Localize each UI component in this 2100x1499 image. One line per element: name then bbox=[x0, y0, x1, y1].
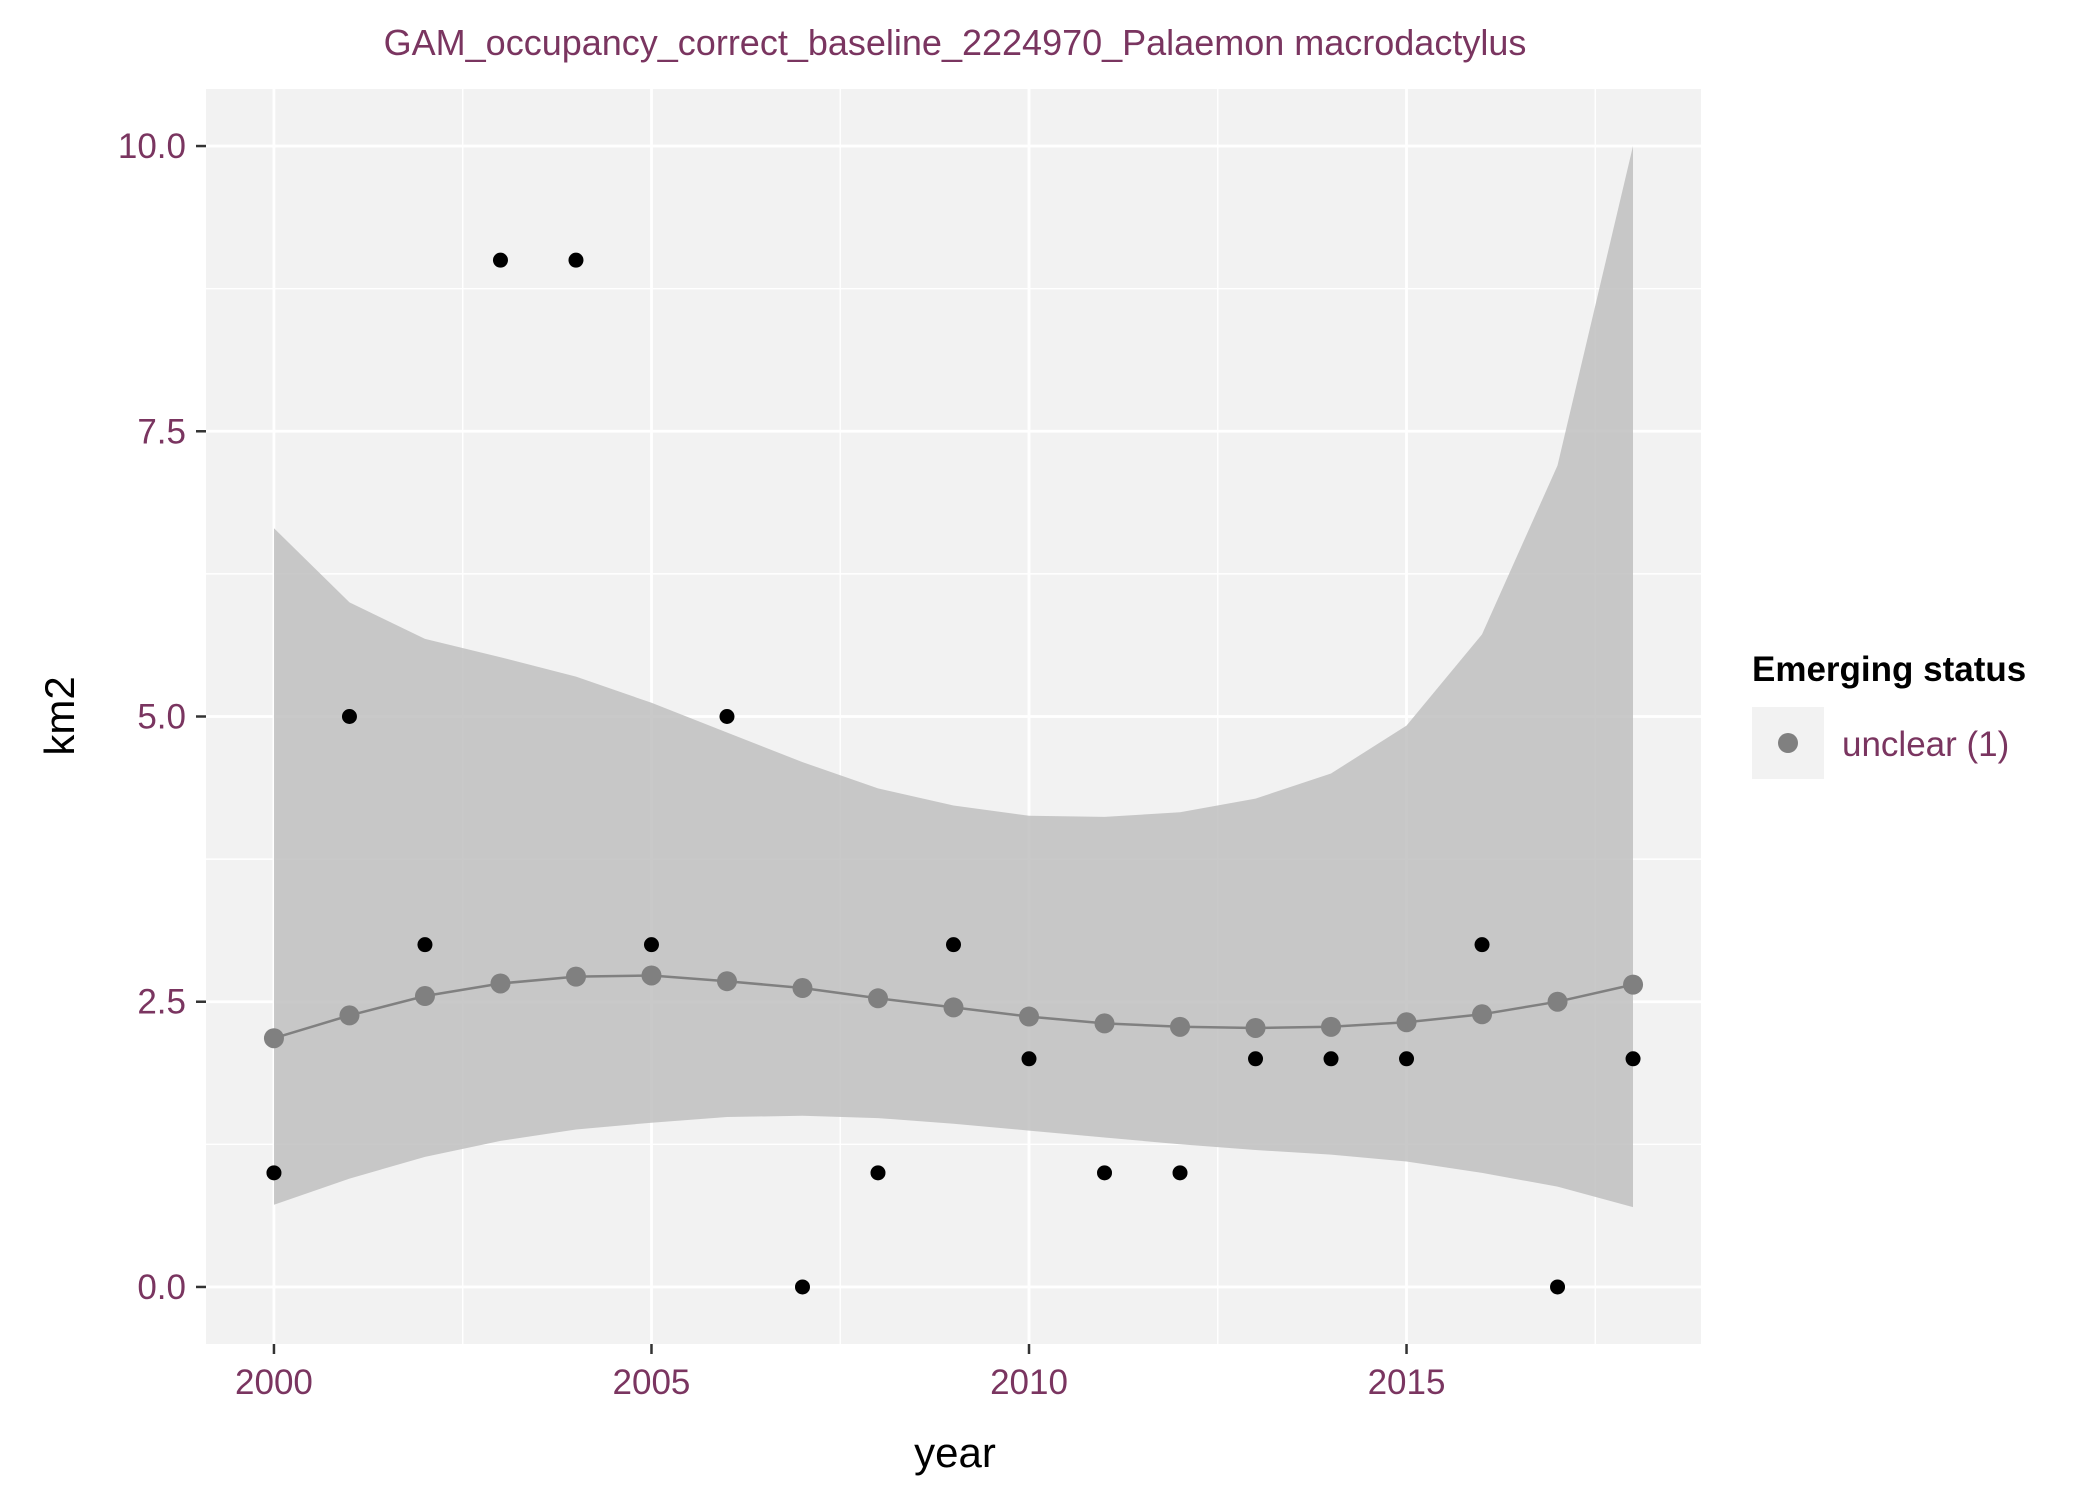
observed-point bbox=[568, 252, 584, 268]
fitted-point bbox=[1623, 974, 1644, 995]
y-tick-label: 2.5 bbox=[137, 983, 186, 1022]
fitted-point bbox=[1321, 1016, 1342, 1037]
observed-point bbox=[341, 709, 357, 724]
x-tick-label: 2000 bbox=[235, 1363, 313, 1402]
observed-point bbox=[1021, 1051, 1037, 1067]
y-axis-title: km2 bbox=[36, 676, 83, 755]
fitted-point bbox=[1245, 1017, 1266, 1038]
observed-point bbox=[794, 1279, 810, 1295]
chart-title: GAM_occupancy_correct_baseline_2224970_P… bbox=[384, 22, 1527, 63]
x-tick-label: 2010 bbox=[990, 1363, 1068, 1402]
fitted-point bbox=[867, 988, 888, 1009]
fitted-point bbox=[339, 1005, 360, 1026]
observed-point bbox=[1323, 1051, 1339, 1067]
x-axis: 2000 2005 2010 2015 bbox=[235, 1344, 1445, 1402]
observed-point bbox=[1474, 937, 1490, 953]
observed-point bbox=[719, 709, 735, 724]
y-tick-label: 5.0 bbox=[137, 698, 186, 737]
fitted-point bbox=[1396, 1012, 1417, 1033]
x-tick-label: 2005 bbox=[613, 1363, 691, 1402]
observed-point bbox=[1550, 1279, 1566, 1295]
fitted-point bbox=[565, 966, 586, 987]
fitted-point bbox=[490, 973, 511, 994]
observed-point bbox=[643, 937, 659, 953]
observed-point bbox=[492, 252, 508, 268]
y-tick-label: 10.0 bbox=[118, 127, 186, 166]
observed-point bbox=[870, 1165, 886, 1181]
x-axis-title: year bbox=[914, 1429, 996, 1476]
observed-point bbox=[1248, 1051, 1264, 1067]
legend: Emerging status unclear (1) bbox=[1752, 650, 2026, 779]
observed-point bbox=[266, 1165, 282, 1181]
fitted-point bbox=[1019, 1006, 1040, 1027]
legend-title: Emerging status bbox=[1752, 650, 2026, 689]
observed-points-layer bbox=[266, 252, 1641, 1295]
legend-key-point bbox=[1778, 733, 1798, 753]
observed-point bbox=[1097, 1165, 1113, 1181]
fit-layer bbox=[263, 965, 1644, 1049]
observed-point bbox=[946, 937, 961, 953]
fitted-point bbox=[943, 997, 964, 1018]
fitted-point bbox=[792, 978, 813, 999]
observed-point bbox=[417, 937, 433, 953]
fitted-point bbox=[1094, 1013, 1115, 1034]
observed-point bbox=[1625, 1051, 1641, 1067]
y-axis: 0.0 2.5 5.0 7.5 10.0 bbox=[118, 127, 206, 1307]
observed-point bbox=[1399, 1051, 1415, 1067]
x-tick-label: 2015 bbox=[1368, 1363, 1446, 1402]
fitted-point bbox=[263, 1028, 284, 1049]
confidence-ribbon bbox=[274, 146, 1633, 1208]
y-tick-label: 0.0 bbox=[137, 1268, 186, 1307]
observed-point bbox=[1172, 1165, 1188, 1181]
legend-item-label: unclear (1) bbox=[1842, 725, 2009, 764]
fitted-point bbox=[1472, 1004, 1493, 1025]
fitted-point bbox=[641, 965, 662, 986]
confidence-ribbon-layer bbox=[274, 146, 1633, 1208]
fitted-point bbox=[414, 986, 435, 1007]
fitted-point bbox=[1170, 1016, 1191, 1037]
fitted-point bbox=[716, 971, 737, 992]
y-tick-label: 7.5 bbox=[137, 412, 186, 451]
fitted-point bbox=[1547, 991, 1568, 1012]
